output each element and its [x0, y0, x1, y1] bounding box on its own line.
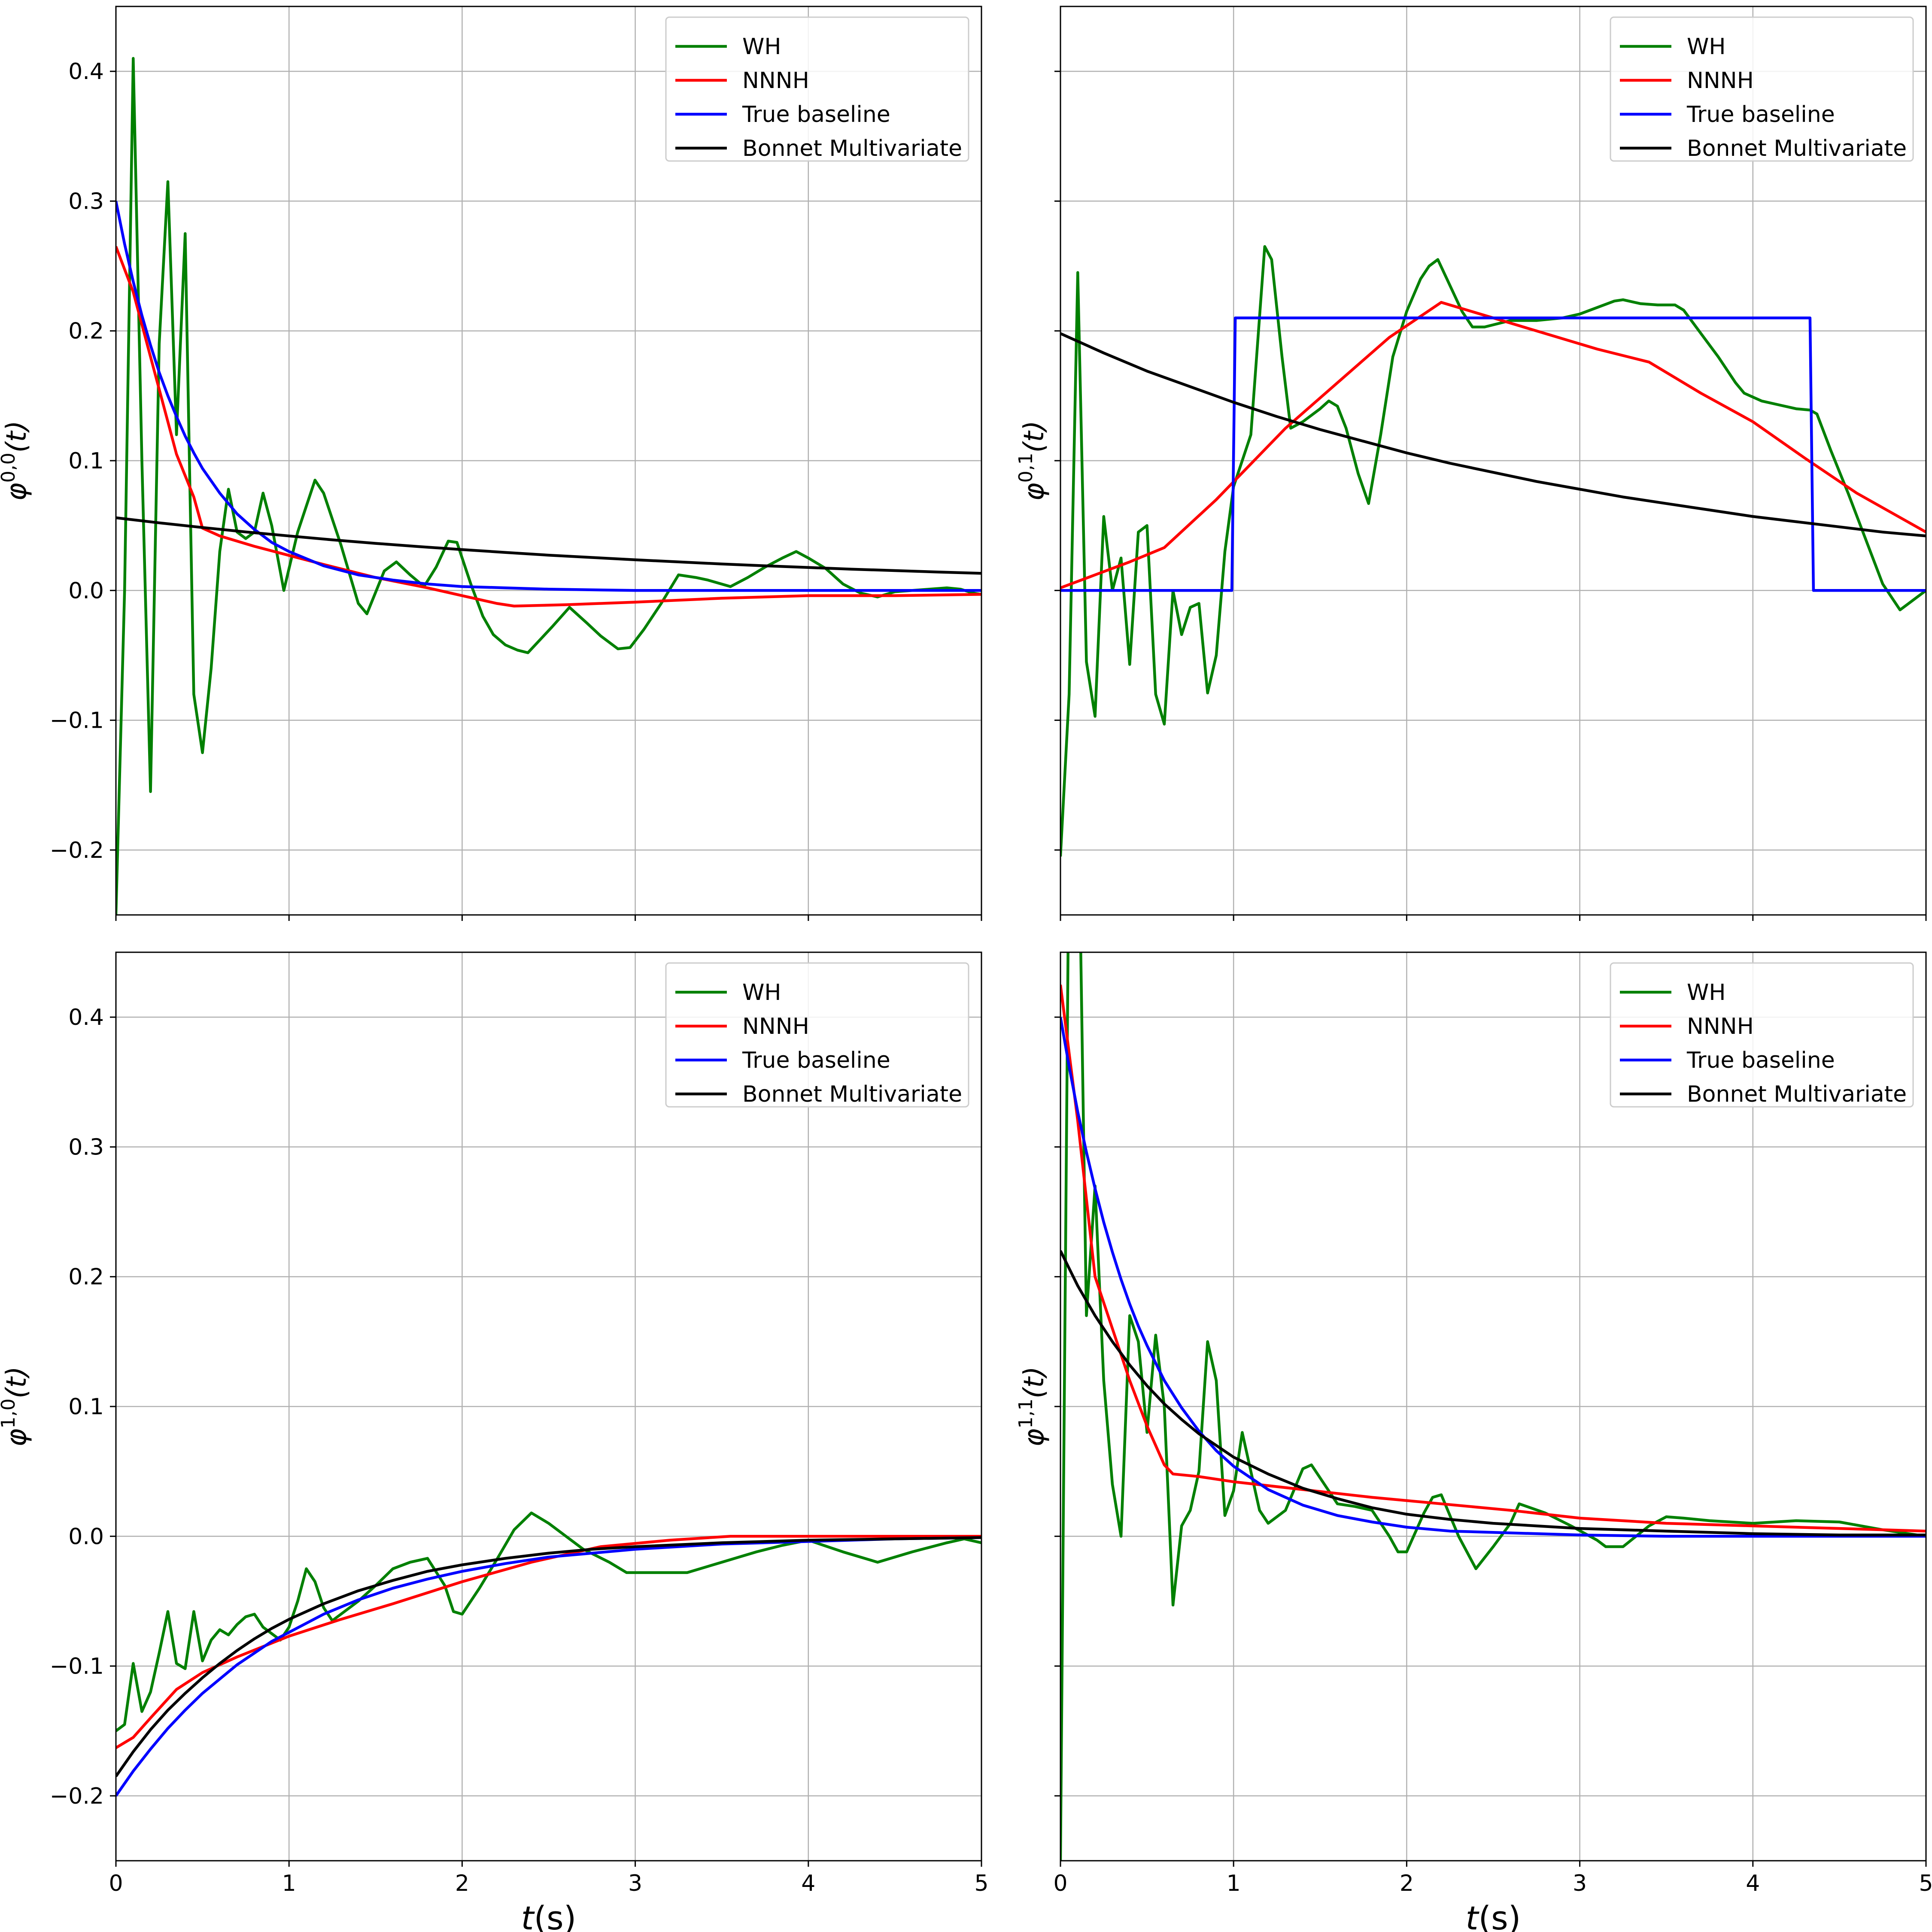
- legend: WH NNNH True baseline Bonnet Multivariate: [1610, 16, 1914, 162]
- y-tick-label: 0.3: [68, 188, 104, 214]
- series-line-nnnh: [1060, 984, 1926, 1533]
- x-tick-label: 2: [1400, 1871, 1414, 1896]
- x-label-variable: t: [1466, 1899, 1480, 1932]
- legend-label: NNNH: [1687, 68, 1754, 94]
- x-tick-label: 1: [1227, 1871, 1241, 1896]
- y-label-argument: (t): [1018, 420, 1050, 453]
- y-axis-label: φ0,1(t): [1015, 420, 1050, 501]
- y-label-superscript: 1,0: [0, 1398, 19, 1428]
- legend: WH NNNH True baseline Bonnet Multivariate: [665, 16, 969, 162]
- series-line-bonnet-multivariate: [1060, 1250, 1926, 1537]
- series-line-nnnh: [116, 1535, 981, 1749]
- x-axis-label: t(s): [1466, 1899, 1521, 1932]
- x-tick-label: 4: [1746, 1871, 1760, 1896]
- y-tick-label: −0.1: [50, 708, 104, 734]
- x-tick-label: 5: [974, 1871, 988, 1896]
- y-tick-label: −0.2: [50, 838, 104, 863]
- series-line-bonnet-multivariate: [1060, 332, 1926, 538]
- y-label-symbol: φ: [1, 483, 33, 501]
- x-tick-label: 0: [109, 1871, 123, 1896]
- legend-label: Bonnet Multivariate: [1687, 1081, 1907, 1107]
- y-label-symbol: φ: [1018, 483, 1050, 501]
- y-tick-label: 0.1: [68, 1394, 104, 1420]
- legend: WH NNNH True baseline Bonnet Multivariate: [1610, 962, 1914, 1108]
- x-label-unit: (s): [534, 1899, 576, 1932]
- panel-bottom-left: 0 1 2 3 4 5−0.2−0.10.00.10.20.30.4 φ1,0(t) t(…: [0, 951, 989, 1932]
- legend-label: NNNH: [1687, 1014, 1754, 1039]
- y-tick-label: 0.1: [68, 448, 104, 474]
- y-tick-label: 0.4: [68, 59, 104, 85]
- series-line-nnnh: [1060, 301, 1926, 589]
- y-tick-label: 0.4: [68, 1005, 104, 1030]
- y-tick-label: 0.0: [68, 1524, 104, 1549]
- y-label-argument: (t): [1, 420, 33, 453]
- legend-label: True baseline: [1686, 1048, 1835, 1073]
- y-label-superscript: 0,0: [0, 453, 19, 483]
- y-label-argument: (t): [1, 1366, 33, 1398]
- series-line-wh: [116, 1511, 981, 1732]
- x-tick-label: 0: [1053, 1871, 1067, 1896]
- panel-top-right: φ0,1(t) WH NNNH True baseline Bonnet Multiv…: [1015, 6, 1927, 921]
- y-axis-label: φ1,1(t): [1015, 1366, 1050, 1446]
- legend-label: True baseline: [742, 1048, 890, 1073]
- series-line-true-baseline: [116, 1536, 981, 1797]
- legend-label: WH: [1687, 980, 1726, 1005]
- panel-bottom-right: 0 1 2 3 4 5 φ1,1(t) t(s) WH NNNH True baseline B…: [1015, 951, 1932, 1932]
- y-tick-label: −0.1: [50, 1654, 104, 1680]
- legend-label: NNNH: [742, 68, 809, 94]
- y-tick-label: 0.3: [68, 1134, 104, 1160]
- series-line-wh: [1060, 952, 1926, 1861]
- y-label-argument: (t): [1018, 1366, 1050, 1398]
- series-line-bonnet-multivariate: [116, 1536, 981, 1777]
- legend-box: [665, 962, 969, 1108]
- y-tick-label: 0.2: [68, 319, 104, 344]
- y-tick-label: 0.2: [68, 1264, 104, 1290]
- legend-box: [1610, 962, 1914, 1108]
- x-tick-label: 4: [801, 1871, 815, 1896]
- series-line-wh: [116, 57, 981, 915]
- y-label-symbol: φ: [1018, 1428, 1050, 1446]
- x-tick-label: 3: [1573, 1871, 1587, 1896]
- legend-label: True baseline: [742, 102, 890, 128]
- x-tick-label: 5: [1919, 1871, 1932, 1896]
- y-axis-label: φ0,0(t): [0, 420, 33, 501]
- y-tick-label: 0.0: [68, 578, 104, 604]
- series-line-bonnet-multivariate: [116, 516, 981, 575]
- y-label-superscript: 1,1: [1015, 1398, 1037, 1428]
- legend-label: WH: [742, 34, 781, 60]
- series-line-true-baseline: [1060, 316, 1926, 592]
- legend-box: [665, 16, 969, 162]
- x-tick-label: 2: [455, 1871, 469, 1896]
- legend-label: True baseline: [1686, 102, 1835, 128]
- series-line-nnnh: [116, 246, 981, 608]
- y-label-superscript: 0,1: [1015, 453, 1037, 483]
- legend: WH NNNH True baseline Bonnet Multivariate: [665, 962, 969, 1108]
- series-line-true-baseline: [116, 200, 981, 592]
- x-tick-label: 3: [628, 1871, 642, 1896]
- legend-label: Bonnet Multivariate: [1687, 136, 1907, 161]
- legend-label: WH: [742, 980, 781, 1005]
- y-axis-label: φ1,0(t): [0, 1366, 33, 1446]
- legend-box: [1610, 16, 1914, 162]
- x-label-unit: (s): [1478, 1899, 1521, 1932]
- legend-label: Bonnet Multivariate: [742, 1081, 962, 1107]
- legend-label: NNNH: [742, 1014, 809, 1039]
- legend-label: WH: [1687, 34, 1726, 60]
- x-label-variable: t: [521, 1899, 535, 1932]
- y-tick-label: −0.2: [50, 1783, 104, 1809]
- series-line-true-baseline: [1060, 1017, 1926, 1538]
- panel-top-left: −0.2 −0.1 0.0 0.1 0.2 0.3 0.4 φ0,0(t) WH NNNH Tr…: [0, 6, 982, 921]
- legend-label: Bonnet Multivariate: [742, 136, 962, 161]
- y-label-symbol: φ: [1, 1428, 33, 1446]
- x-tick-label: 1: [282, 1871, 296, 1896]
- x-axis-label: t(s): [521, 1899, 577, 1932]
- series-line-wh: [1060, 245, 1926, 857]
